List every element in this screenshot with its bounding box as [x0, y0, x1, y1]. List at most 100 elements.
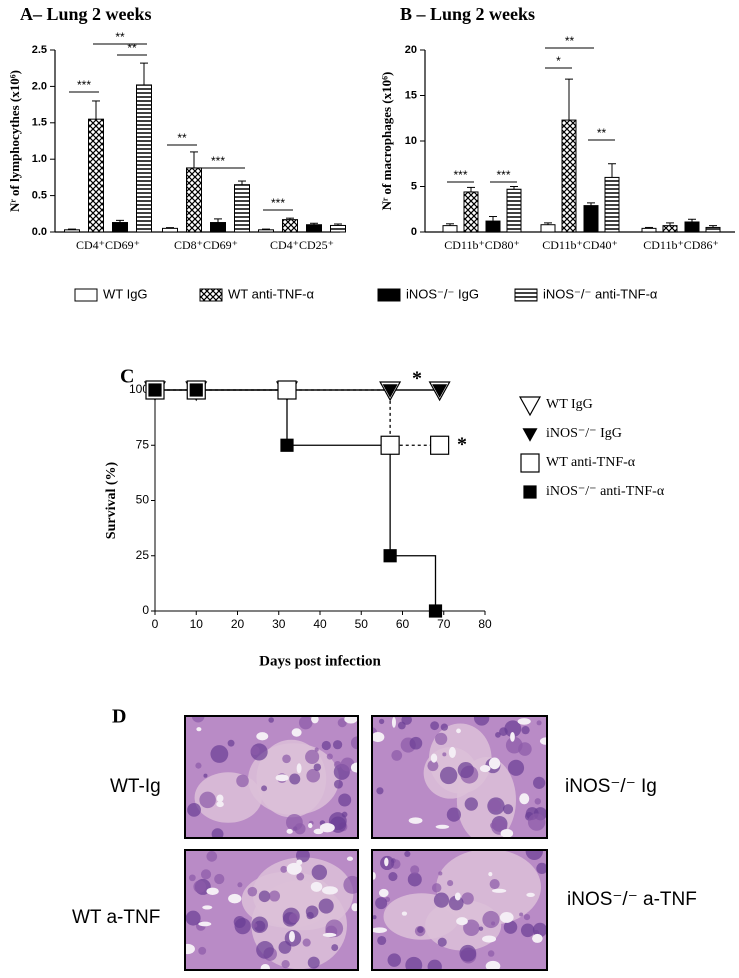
- cell-cluster: [258, 890, 271, 903]
- legend-marker: [520, 453, 540, 473]
- x-tick-label: 20: [231, 617, 245, 631]
- x-tick-label: CD4⁺CD25⁺: [270, 238, 334, 252]
- air-space: [216, 794, 224, 803]
- cell-cluster: [401, 716, 412, 725]
- x-tick-label: 50: [355, 617, 369, 631]
- air-space: [456, 728, 461, 734]
- cell-cluster: [191, 716, 205, 723]
- cell-cluster: [198, 946, 207, 955]
- error-bar: [190, 151, 198, 168]
- cell-cluster: [391, 750, 403, 761]
- cell-cluster: [211, 828, 224, 838]
- legend-label: iNOS⁻/⁻ IgG: [406, 286, 479, 301]
- x-tick-label: 10: [190, 617, 204, 631]
- marker: [380, 435, 400, 455]
- cell-cluster: [430, 721, 440, 731]
- cell-cluster: [318, 898, 334, 914]
- cell-cluster: [281, 959, 290, 969]
- legend-label: iNOS⁻/⁻ anti-TNF-α: [543, 286, 658, 301]
- legend-marker: [523, 485, 537, 499]
- x-tick-label: CD11b⁺CD80⁺: [444, 238, 520, 252]
- x-tick-label: CD11b⁺CD86⁺: [643, 238, 719, 252]
- significance-label: ***: [453, 168, 467, 182]
- chart-title: C: [120, 366, 134, 388]
- cell-cluster: [489, 878, 500, 890]
- step-line: [155, 389, 437, 611]
- cell-cluster: [440, 723, 448, 731]
- histology-image: [185, 716, 358, 838]
- cell-cluster: [404, 850, 411, 857]
- bar: [258, 229, 274, 233]
- cell-cluster: [427, 760, 439, 772]
- y-tick-label: 1.5: [32, 117, 47, 129]
- cell-cluster: [314, 747, 319, 752]
- cell-cluster: [519, 912, 524, 917]
- cell-cluster: [305, 749, 320, 764]
- air-space: [346, 856, 354, 861]
- cell-cluster: [503, 920, 518, 934]
- cell-cluster: [250, 746, 260, 756]
- y-axis-label: Nʳ of lymphocythes (x10⁶): [7, 70, 22, 212]
- air-space: [185, 943, 195, 955]
- error-bar: [92, 100, 100, 120]
- cell-cluster: [268, 717, 274, 723]
- y-tick-label: 15: [405, 89, 417, 101]
- error-bar: [645, 226, 653, 229]
- cell-cluster: [534, 798, 542, 805]
- air-space: [350, 762, 358, 773]
- legend-marker: [522, 428, 538, 442]
- air-space: [517, 718, 531, 725]
- air-space: [196, 727, 202, 732]
- air-space: [311, 716, 319, 724]
- cell-cluster: [521, 725, 530, 735]
- cell-cluster: [256, 941, 274, 959]
- y-tick-label: 50: [136, 493, 150, 507]
- cell-cluster: [195, 762, 202, 769]
- cell-cluster: [338, 793, 352, 807]
- y-tick-label: 5: [411, 180, 417, 192]
- bar: [506, 188, 522, 233]
- y-tick-label: 25: [136, 548, 150, 562]
- air-space: [296, 763, 302, 774]
- cell-cluster: [464, 797, 478, 811]
- y-tick-label: 0: [411, 226, 417, 238]
- air-space: [275, 774, 289, 782]
- cell-cluster: [461, 892, 474, 905]
- error-bar: [544, 222, 552, 225]
- significance-label: ***: [211, 154, 225, 168]
- cell-cluster: [448, 895, 464, 911]
- cell-cluster: [478, 926, 484, 931]
- cell-cluster: [523, 913, 531, 921]
- cell-cluster: [463, 919, 480, 936]
- air-space: [408, 817, 423, 824]
- air-space: [485, 960, 501, 970]
- significance-label: *: [556, 54, 561, 68]
- air-space: [454, 892, 461, 901]
- error-bar: [334, 223, 342, 226]
- legend-swatch: [74, 288, 98, 302]
- x-tick-label: CD11b⁺CD40⁺: [542, 238, 618, 252]
- significance-label: **: [115, 30, 125, 44]
- cell-cluster: [302, 938, 311, 947]
- cell-cluster: [372, 915, 377, 920]
- bar: [485, 220, 501, 233]
- cell-cluster: [505, 736, 523, 754]
- air-space: [198, 921, 212, 927]
- air-space: [228, 893, 242, 904]
- air-space: [482, 935, 497, 943]
- panel-title: D: [112, 706, 126, 728]
- cell-cluster: [459, 944, 477, 962]
- cell-cluster: [311, 864, 328, 880]
- x-tick-label: 30: [272, 617, 286, 631]
- cell-cluster: [439, 766, 458, 785]
- x-tick-label: 40: [313, 617, 327, 631]
- x-tick-label: 60: [396, 617, 410, 631]
- error-bar: [446, 223, 454, 226]
- marker: [148, 383, 162, 397]
- legend-label: WT IgG: [546, 397, 593, 412]
- x-tick-label: 0: [152, 617, 159, 631]
- cell-cluster: [388, 872, 398, 882]
- bar: [234, 184, 250, 233]
- significance-label: **: [127, 41, 137, 55]
